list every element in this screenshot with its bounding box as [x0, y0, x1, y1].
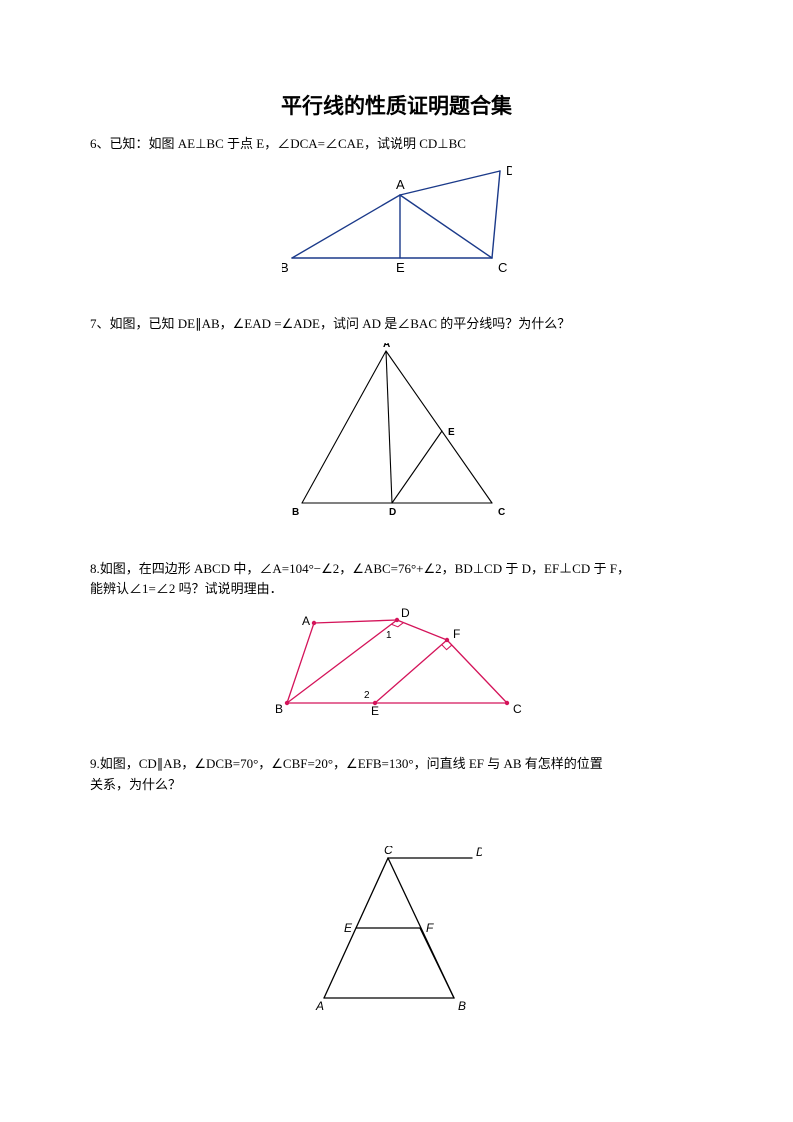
svg-text:C: C: [498, 260, 507, 273]
figure-8: 1 2 A D F B E C: [267, 608, 527, 723]
problem-9-text-1: 如图，CD∥AB，∠DCB=70°，∠CBF=20°，∠EFB=130°，问直线…: [100, 756, 603, 771]
figure-7: A B D C E: [282, 343, 512, 518]
problem-6-text: 已知：如图 AE⊥BC 于点 E，∠DCA=∠CAE，试说明 CD⊥BC: [110, 136, 466, 151]
svg-text:D: D: [476, 846, 482, 859]
svg-text:E: E: [371, 704, 379, 718]
figure-6-wrap: B E C A D: [90, 163, 703, 278]
problem-8-text-1: 如图，在四边形 ABCD 中，∠A=104°−∠2，∠ABC=76°+∠2，BD…: [100, 561, 630, 576]
svg-text:B: B: [282, 260, 289, 273]
problem-7-number: 7、: [90, 316, 110, 331]
problem-8-text-2: 能辨认∠1=∠2 吗？试说明理由．: [90, 581, 283, 596]
svg-text:1: 1: [386, 630, 392, 641]
figure-9: C D E F A B: [312, 846, 482, 1011]
svg-text:F: F: [426, 921, 434, 935]
svg-text:D: D: [389, 507, 396, 518]
svg-text:2: 2: [364, 690, 370, 701]
svg-text:D: D: [401, 608, 410, 620]
svg-text:E: E: [448, 427, 455, 438]
figure-8-wrap: 1 2 A D F B E C: [90, 608, 703, 728]
svg-text:E: E: [344, 921, 353, 935]
svg-text:B: B: [458, 999, 466, 1011]
figure-7-wrap: A B D C E: [90, 343, 703, 523]
svg-text:A: A: [302, 614, 310, 628]
problem-9-number: 9.: [90, 756, 100, 771]
svg-text:C: C: [384, 846, 393, 857]
page-title: 平行线的性质证明题合集: [90, 90, 703, 120]
figure-6: B E C A D: [282, 163, 512, 273]
problem-8-number: 8.: [90, 561, 100, 576]
svg-text:C: C: [498, 507, 505, 518]
problem-7: 7、如图，已知 DE∥AB，∠EAD =∠ADE，试问 AD 是∠BAC 的平分…: [90, 314, 703, 335]
figure-9-wrap: C D E F A B: [90, 846, 703, 1016]
problem-9: 9.如图，CD∥AB，∠DCB=70°，∠CBF=20°，∠EFB=130°，问…: [90, 754, 703, 796]
svg-text:A: A: [396, 177, 405, 192]
problem-9-text-2: 关系，为什么？: [90, 777, 181, 792]
problem-8: 8.如图，在四边形 ABCD 中，∠A=104°−∠2，∠ABC=76°+∠2，…: [90, 559, 703, 601]
svg-text:C: C: [513, 702, 522, 716]
svg-text:A: A: [383, 343, 390, 350]
svg-text:A: A: [315, 999, 324, 1011]
problem-7-text: 如图，已知 DE∥AB，∠EAD =∠ADE，试问 AD 是∠BAC 的平分线吗…: [110, 316, 571, 331]
svg-text:B: B: [275, 702, 283, 716]
problem-6-number: 6、: [90, 136, 110, 151]
svg-text:B: B: [292, 507, 299, 518]
problem-6: 6、已知：如图 AE⊥BC 于点 E，∠DCA=∠CAE，试说明 CD⊥BC: [90, 134, 703, 155]
svg-text:E: E: [396, 260, 405, 273]
svg-text:F: F: [453, 627, 460, 641]
svg-text:D: D: [506, 163, 512, 178]
